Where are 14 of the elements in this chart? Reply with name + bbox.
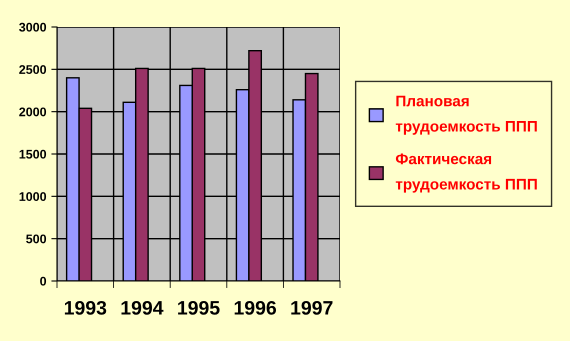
y-tick-label: 500	[26, 234, 46, 244]
y-tick-label: 2500	[19, 65, 46, 74]
x-tick-label: 1994	[122, 300, 164, 315]
x-tick-label: 1996	[234, 300, 276, 315]
y-tick-label: 2000	[19, 107, 46, 116]
y-tick-label: 3000	[19, 22, 46, 32]
y-tick-label: 1500	[20, 150, 46, 159]
legend-label: Фактическая трудоемкость ППП	[396, 154, 537, 193]
x-tick-label: 1995	[178, 300, 220, 315]
x-tick-label: 1997	[291, 300, 332, 315]
x-tick-label: 1993	[64, 300, 106, 315]
y-tick-label: 1000	[20, 192, 46, 201]
legend-label: Плановая трудоемкость ППП	[396, 96, 537, 135]
y-tick-label: 0	[40, 276, 46, 286]
